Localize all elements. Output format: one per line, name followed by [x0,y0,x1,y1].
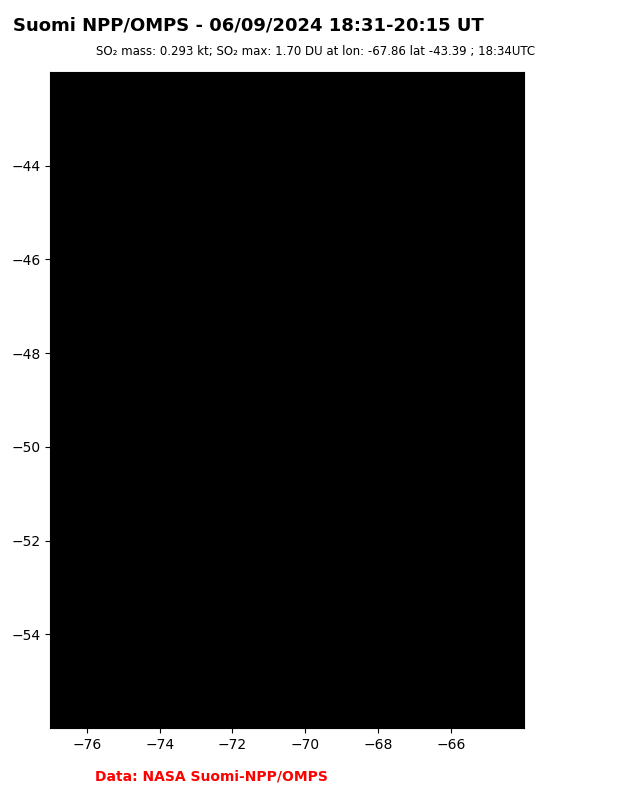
Text: Data: NASA Suomi-NPP/OMPS: Data: NASA Suomi-NPP/OMPS [95,769,327,783]
Text: SO₂ mass: 0.293 kt; SO₂ max: 1.70 DU at lon: -67.86 lat -43.39 ; 18:34UTC: SO₂ mass: 0.293 kt; SO₂ max: 1.70 DU at … [96,45,535,58]
Text: Suomi NPP/OMPS - 06/09/2024 18:31-20:15 UT: Suomi NPP/OMPS - 06/09/2024 18:31-20:15 … [13,16,483,34]
